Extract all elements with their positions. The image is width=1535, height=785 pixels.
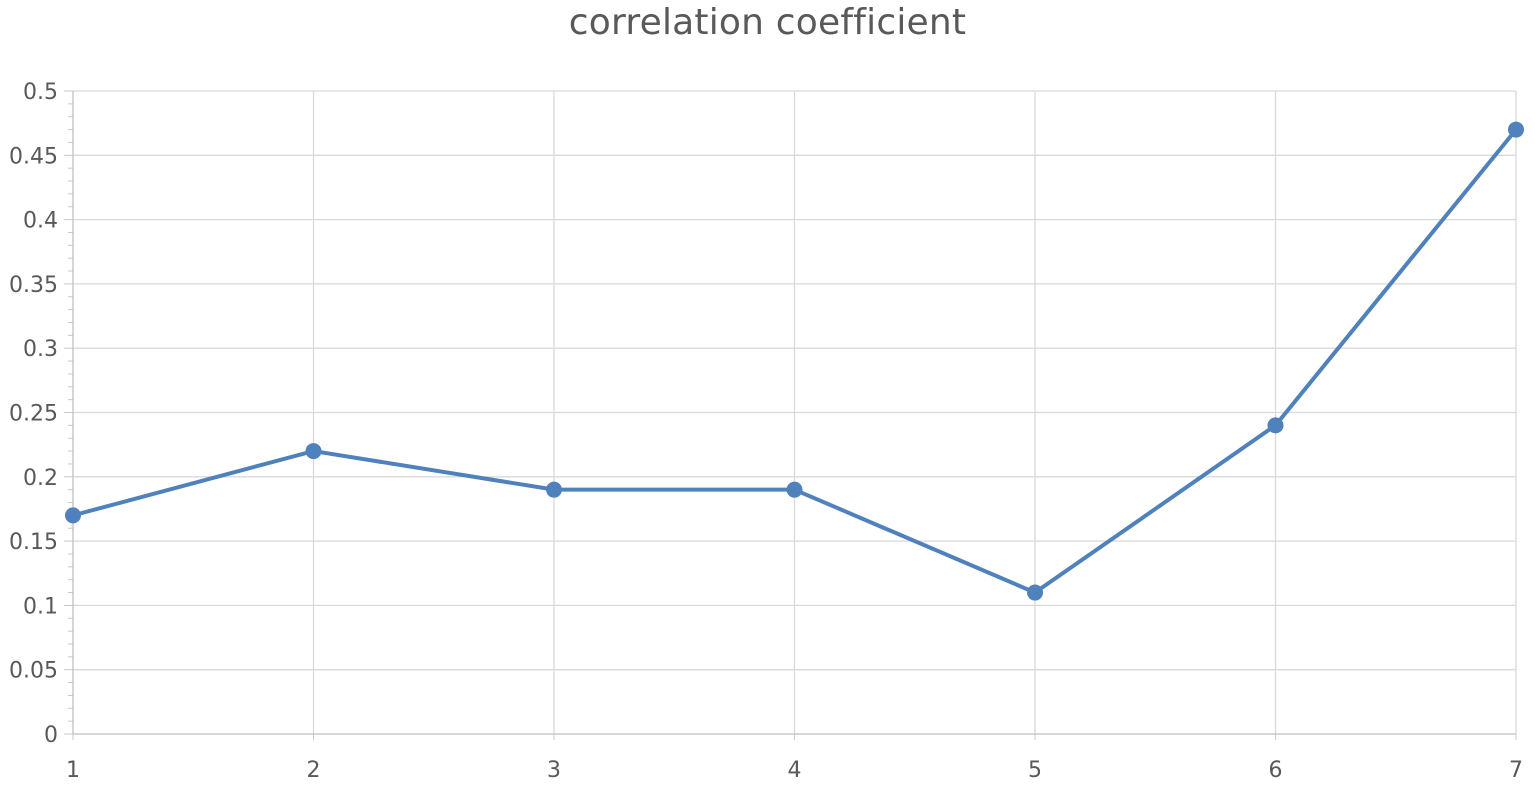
- data-point-marker: [65, 507, 81, 524]
- x-tick-label: 3: [547, 758, 561, 783]
- data-point-marker: [305, 443, 322, 460]
- data-point-marker: [1508, 121, 1524, 138]
- y-tick-label: 0.15: [9, 530, 58, 555]
- y-tick-label: 0.4: [23, 209, 58, 234]
- x-tick-label: 1: [66, 758, 80, 783]
- y-tick-label: 0.25: [9, 402, 58, 427]
- grid: [73, 90, 1517, 734]
- data-point-marker: [546, 481, 562, 498]
- y-tick-label: 0: [44, 723, 58, 748]
- axes: [64, 90, 1517, 740]
- x-tick-label: 2: [307, 758, 321, 783]
- x-axis-tick-labels: 1 2 3 4 5 6 7: [66, 758, 1523, 783]
- y-tick-label: 0.45: [9, 144, 58, 169]
- data-point-marker: [1267, 417, 1284, 434]
- y-axis-tick-labels: 0 0.05 0.1 0.15 0.2 0.25 0.3 0.35 0.4 0.45 0.5: [9, 80, 58, 748]
- data-series: [65, 121, 1524, 601]
- x-tick-label: 5: [1028, 758, 1042, 783]
- y-tick-label: 0.1: [23, 594, 58, 619]
- y-tick-label: 0.2: [23, 466, 58, 491]
- y-tick-label: 0.5: [23, 80, 58, 105]
- data-point-marker: [1027, 584, 1043, 601]
- y-tick-label: 0.05: [9, 659, 58, 684]
- x-tick-label: 4: [788, 758, 802, 783]
- x-tick-label: 7: [1509, 758, 1523, 783]
- y-tick-label: 0.3: [23, 337, 58, 362]
- chart-title: correlation coefficient: [568, 2, 967, 43]
- x-tick-label: 6: [1269, 758, 1283, 783]
- data-point-marker: [786, 481, 803, 498]
- y-tick-label: 0.35: [9, 273, 58, 298]
